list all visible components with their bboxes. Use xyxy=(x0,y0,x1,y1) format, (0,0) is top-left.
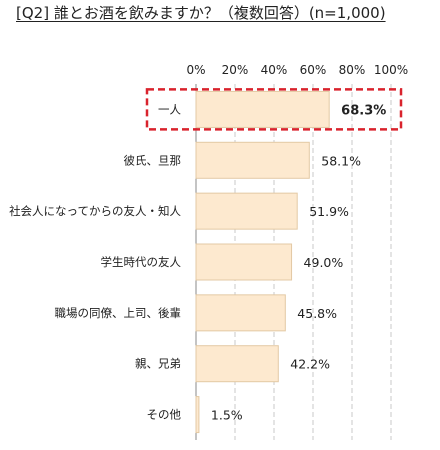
x-tick-label: 100% xyxy=(374,63,408,77)
x-tick-label: 40% xyxy=(261,63,288,77)
value-label: 45.8% xyxy=(297,306,337,321)
bar xyxy=(195,345,279,383)
value-label: 51.9% xyxy=(309,204,349,219)
value-label: 58.1% xyxy=(321,153,361,168)
highlight-border xyxy=(145,88,403,131)
bar xyxy=(195,396,200,434)
value-label: 49.0% xyxy=(304,255,344,270)
category-label: 親、兄弟 xyxy=(135,357,181,371)
category-label: 学生時代の友人 xyxy=(101,255,182,269)
bar xyxy=(195,192,298,230)
bar xyxy=(195,141,310,179)
x-tick-label: 80% xyxy=(339,63,366,77)
bar xyxy=(195,90,330,128)
category-label: 社会人になってからの友人・知人 xyxy=(9,204,181,218)
value-label: 1.5% xyxy=(211,408,243,423)
x-tick-label: 0% xyxy=(186,63,205,77)
value-label: 68.3% xyxy=(341,103,386,118)
category-label: 彼氏、旦那 xyxy=(124,153,182,167)
value-label: 42.2% xyxy=(290,357,330,372)
bar xyxy=(195,243,293,281)
bar xyxy=(195,294,286,332)
category-label: その他 xyxy=(147,408,182,422)
chart-title: [Q2] 誰とお酒を飲みますか？（複数回答）(n=1,000) xyxy=(16,4,386,22)
category-label: 職場の同僚、上司、後輩 xyxy=(55,306,182,320)
x-tick-label: 20% xyxy=(222,63,249,77)
x-tick-label: 60% xyxy=(300,63,327,77)
category-label: 一人 xyxy=(158,102,181,116)
